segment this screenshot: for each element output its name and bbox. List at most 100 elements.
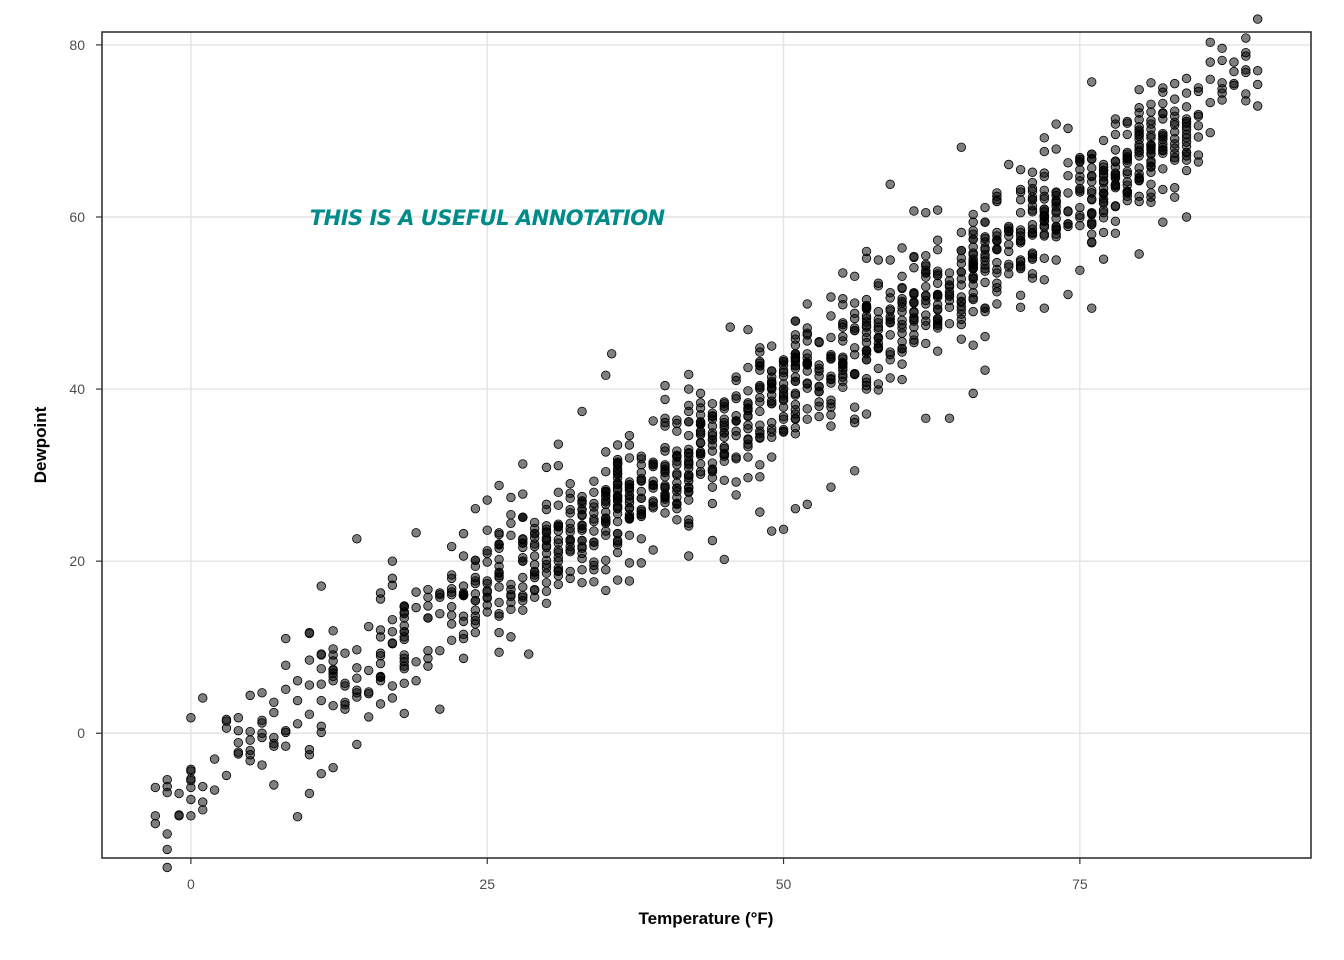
- data-point: [944, 268, 955, 278]
- data-point: [921, 281, 931, 292]
- data-point: [624, 576, 635, 586]
- data-point: [755, 507, 765, 517]
- data-point: [980, 331, 990, 342]
- data-point: [1181, 88, 1192, 98]
- data-point: [849, 349, 860, 360]
- data-point: [1087, 163, 1097, 173]
- data-point: [932, 292, 943, 302]
- data-point: [814, 411, 824, 422]
- data-point: [743, 472, 753, 483]
- y-tick-label: 80: [69, 37, 85, 53]
- data-point: [921, 338, 931, 349]
- data-point: [541, 535, 552, 546]
- data-point: [944, 291, 955, 301]
- data-point: [612, 468, 623, 479]
- data-point: [589, 577, 599, 587]
- data-point: [695, 429, 706, 440]
- x-tick-label: 0: [187, 876, 195, 892]
- data-point: [755, 426, 765, 436]
- data-point: [838, 362, 848, 373]
- data-point: [1004, 221, 1014, 232]
- data-point: [992, 236, 1002, 246]
- data-point: [494, 540, 504, 550]
- data-point: [541, 577, 552, 588]
- data-point: [695, 410, 706, 420]
- data-point: [968, 340, 978, 350]
- data-point: [186, 775, 196, 786]
- data-point: [1063, 170, 1073, 181]
- data-point: [885, 330, 895, 340]
- data-point: [494, 627, 504, 638]
- data-point: [601, 507, 611, 517]
- data-point: [861, 322, 872, 332]
- data-point: [1193, 86, 1204, 97]
- data-point: [1122, 129, 1132, 140]
- data-point: [363, 712, 374, 722]
- data-point: [482, 525, 492, 535]
- data-point: [826, 482, 836, 492]
- data-point: [458, 528, 469, 539]
- data-point: [612, 459, 623, 469]
- data-point: [838, 382, 848, 393]
- data-point: [316, 581, 326, 591]
- data-point: [553, 519, 564, 529]
- data-point: [1169, 183, 1180, 193]
- data-point: [245, 726, 255, 737]
- data-point: [565, 566, 575, 577]
- data-point: [909, 322, 919, 332]
- data-point: [328, 656, 338, 666]
- data-point: [992, 282, 1002, 293]
- data-point: [1205, 127, 1215, 138]
- x-tick-label: 75: [1072, 876, 1088, 892]
- data-point: [766, 378, 777, 388]
- data-point: [968, 234, 978, 245]
- data-points: [150, 14, 1263, 873]
- data-point: [885, 255, 895, 265]
- data-point: [743, 452, 753, 462]
- data-point: [589, 502, 599, 512]
- data-point: [1039, 194, 1050, 204]
- data-point: [1122, 153, 1132, 164]
- data-point: [1241, 67, 1251, 78]
- data-point: [909, 206, 919, 216]
- data-point: [518, 605, 528, 615]
- data-point: [743, 405, 753, 416]
- data-point: [340, 648, 350, 658]
- data-point: [292, 676, 303, 686]
- data-point: [1039, 146, 1050, 157]
- data-point: [684, 417, 694, 427]
- data-point: [257, 688, 267, 698]
- data-point: [766, 399, 777, 409]
- data-point: [1122, 169, 1132, 179]
- data-point: [932, 244, 943, 255]
- data-point: [186, 794, 196, 805]
- data-point: [233, 725, 244, 736]
- data-point: [162, 862, 172, 873]
- data-point: [316, 721, 326, 732]
- data-point: [541, 568, 552, 578]
- data-point: [233, 713, 244, 723]
- data-point: [198, 797, 208, 807]
- y-axis-ticks: 0 20 40 60 80: [69, 37, 102, 741]
- data-point: [399, 653, 409, 664]
- data-point: [1098, 177, 1109, 188]
- data-point: [861, 294, 872, 305]
- data-point: [755, 472, 765, 482]
- data-point: [707, 482, 718, 492]
- data-point: [921, 268, 931, 278]
- data-point: [470, 596, 481, 606]
- data-point: [1027, 167, 1038, 177]
- data-point: [1205, 37, 1215, 48]
- data-point: [932, 278, 943, 288]
- data-point: [660, 394, 670, 405]
- data-point: [826, 378, 836, 388]
- x-axis-ticks: 0 25 50 75: [187, 858, 1088, 892]
- data-point: [1169, 192, 1180, 202]
- data-point: [518, 538, 528, 548]
- data-point: [719, 451, 729, 461]
- data-point: [446, 610, 457, 621]
- data-point: [755, 382, 765, 393]
- data-point: [1039, 133, 1050, 143]
- data-point: [731, 454, 741, 464]
- data-point: [921, 251, 931, 261]
